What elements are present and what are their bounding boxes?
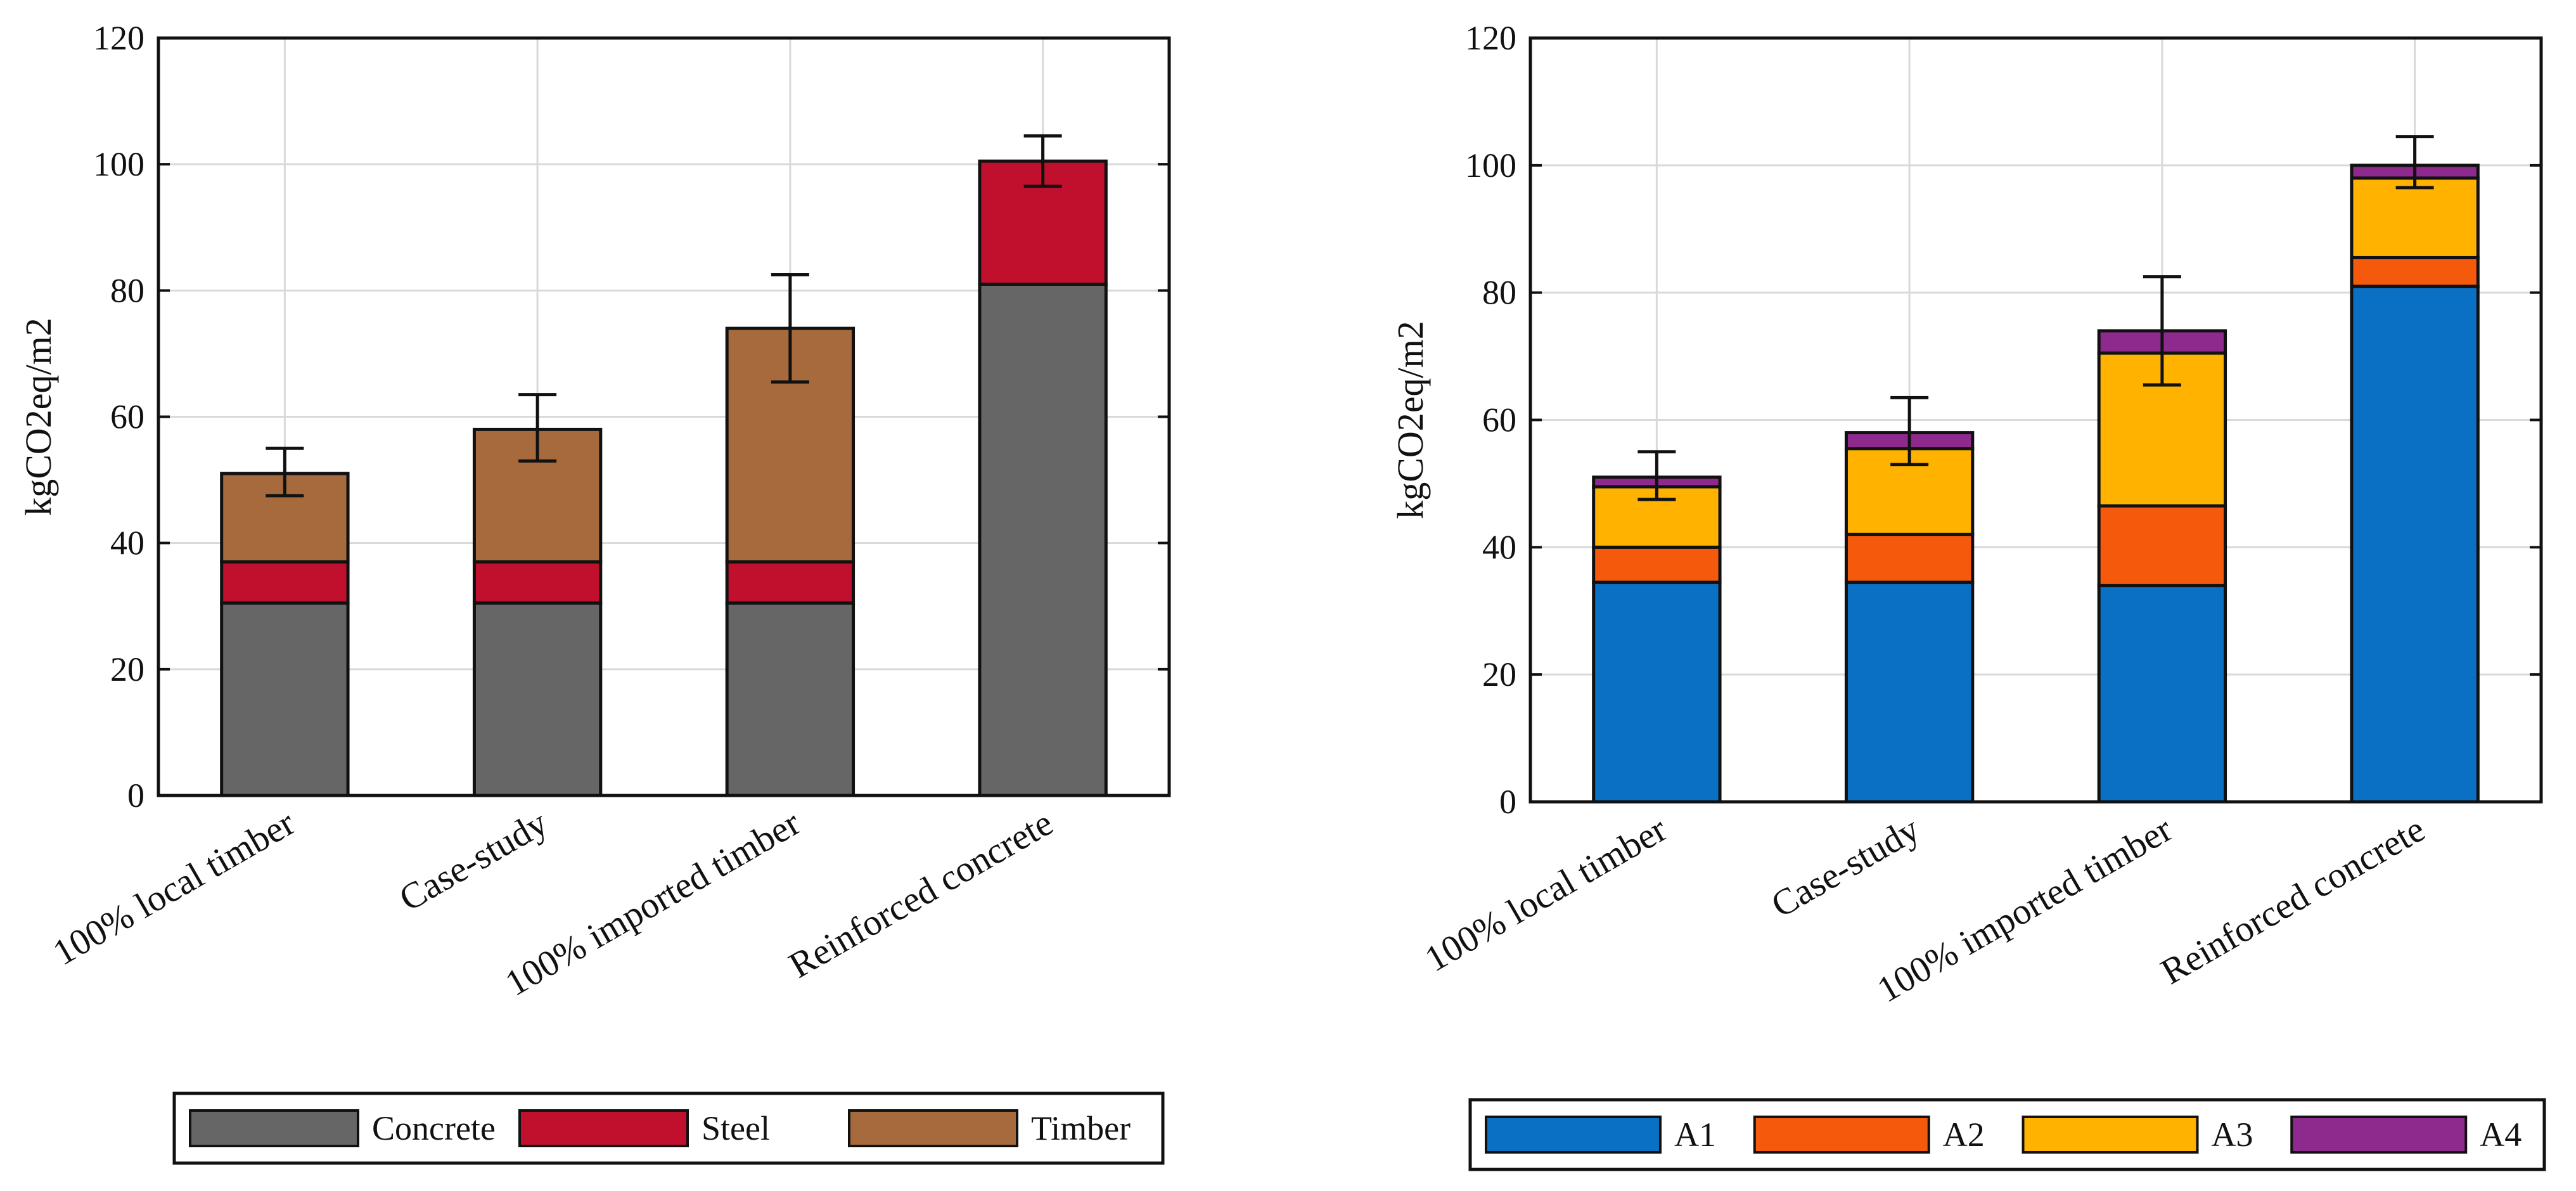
y-tick-label: 100 [93,145,144,183]
y-tick-label: 80 [1482,274,1516,312]
legend: Concrete Steel Timber [172,1091,1165,1165]
bar-a1-4 [2350,285,2480,804]
bar-a2-2 [1844,532,1975,584]
legend-label-a2: A2 [1943,1116,1985,1154]
y-tick-label: 0 [1499,783,1516,821]
legend-swatch-a2 [1753,1116,1930,1154]
y-tick-label: 40 [110,524,144,562]
bar-steel-3 [725,560,855,605]
bar-a3-4 [2350,176,2480,259]
y-tick-label: 20 [1482,655,1516,693]
bar-a1-3 [2097,584,2227,804]
error-bar-4 [2395,135,2434,190]
error-bar-1 [1637,450,1676,501]
legend-label-a1: A1 [1674,1116,1716,1154]
y-tick-label: 20 [110,650,144,688]
chart-2: 0 20 40 60 80 100 120 100% local timber Case-stu… [1390,19,2546,1171]
x-category-label: Reinforced concrete [2154,808,2432,993]
bar-a2-4 [2350,255,2480,288]
legend-swatch-a3 [2022,1116,2199,1154]
bar-concrete-3 [725,601,855,797]
error-bar-2 [1890,396,1929,467]
y-tick-label: 120 [93,19,144,57]
legend-swatch-steel [518,1109,689,1147]
bar-steel-2 [472,560,603,605]
legend-label-timber: Timber [1031,1109,1131,1147]
x-category-label: Case-study [392,802,554,919]
legend-swatch-a1 [1485,1116,1662,1154]
legend: A1 A2 A3 A4 [1468,1098,2546,1171]
bar-concrete-1 [220,601,350,797]
y-tick-label: 100 [1465,146,1516,184]
bar-concrete-2 [472,601,603,797]
y-tick-label: 0 [127,776,144,814]
legend-label-concrete: Concrete [372,1109,496,1147]
error-bar-3 [2143,275,2181,387]
y-axis-label: kgCO2eq/m2 [18,318,59,516]
plot-frame [1528,36,2543,804]
legend-swatch-a4 [2290,1116,2468,1154]
bar-concrete-4 [978,282,1108,797]
x-category-label: 100% local timber [1418,808,1674,980]
legend-swatch-concrete [189,1109,359,1147]
y-tick-label: 40 [1482,528,1516,566]
error-bar-2 [518,393,557,463]
chart-1: 0 20 40 60 80 100 120 100% local timber Case-stu… [18,19,1171,1165]
x-category-label: Case-study [1764,808,1926,925]
legend-label-a4: A4 [2480,1116,2522,1154]
y-tick-label: 120 [1465,19,1516,57]
legend-swatch-timber [848,1109,1018,1147]
bar-a1-2 [1844,581,1975,804]
bar-a1-1 [1592,581,1722,804]
error-bar-1 [266,446,304,498]
bar-a2-3 [2097,504,2227,588]
bar-a2-1 [1592,545,1722,584]
y-tick-label: 80 [110,271,144,309]
error-bar-4 [1023,134,1062,188]
legend-label-a3: A3 [2212,1116,2253,1154]
y-tick-label: 60 [110,398,144,436]
bar-steel-4 [978,159,1108,286]
error-bar-3 [771,273,809,384]
x-category-label: 100% local timber [46,802,302,974]
plot-frame [157,36,1171,797]
bar-steel-1 [220,560,350,605]
y-axis-label: kgCO2eq/m2 [1390,321,1431,519]
legend-label-steel: Steel [702,1109,770,1147]
x-category-label: Reinforced concrete [782,802,1060,986]
y-tick-label: 60 [1482,401,1516,439]
